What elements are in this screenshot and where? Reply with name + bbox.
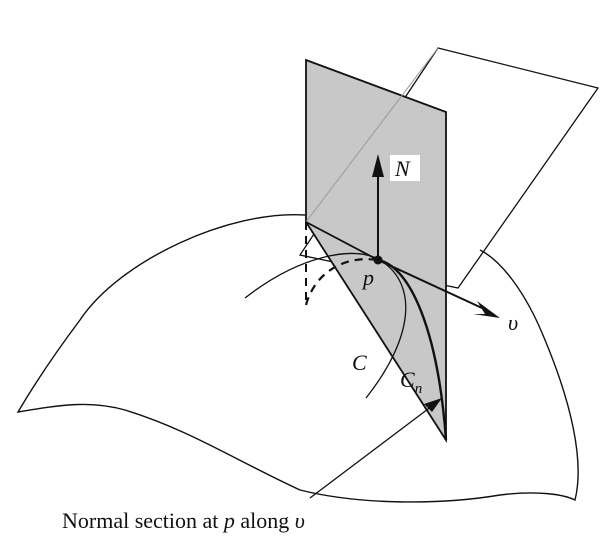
normal-label-box xyxy=(390,155,420,181)
normal-section-hidden xyxy=(304,258,379,306)
caption-point: p xyxy=(222,508,235,533)
tangent-line xyxy=(305,221,379,261)
tangent-vector-arrowhead xyxy=(473,301,500,318)
caption-prefix: Normal section at xyxy=(62,508,224,533)
normal-vector-arrowhead xyxy=(372,154,384,177)
caption-middle: along xyxy=(235,508,295,533)
normal-plane xyxy=(305,58,447,444)
point-label: p xyxy=(361,265,374,290)
tangent-vector-shaft xyxy=(377,259,483,309)
caption-pointer-arrowhead xyxy=(424,398,442,412)
caption-direction: υ xyxy=(295,508,305,533)
surface-outline xyxy=(16,213,579,503)
direction-label: υ xyxy=(508,310,518,335)
tangent-plane-hidden-edge xyxy=(305,47,439,223)
curve-label: C xyxy=(352,350,367,375)
normal-section-label-main: C xyxy=(400,367,415,392)
figure-caption: Normal section at p along υ xyxy=(62,508,305,533)
caption-pointer-shaft xyxy=(309,405,433,499)
point-p xyxy=(373,255,383,265)
normal-label: N xyxy=(394,156,411,181)
normal-section-label-subscript: n xyxy=(415,381,423,397)
normal-section-label: Cn xyxy=(400,367,422,397)
